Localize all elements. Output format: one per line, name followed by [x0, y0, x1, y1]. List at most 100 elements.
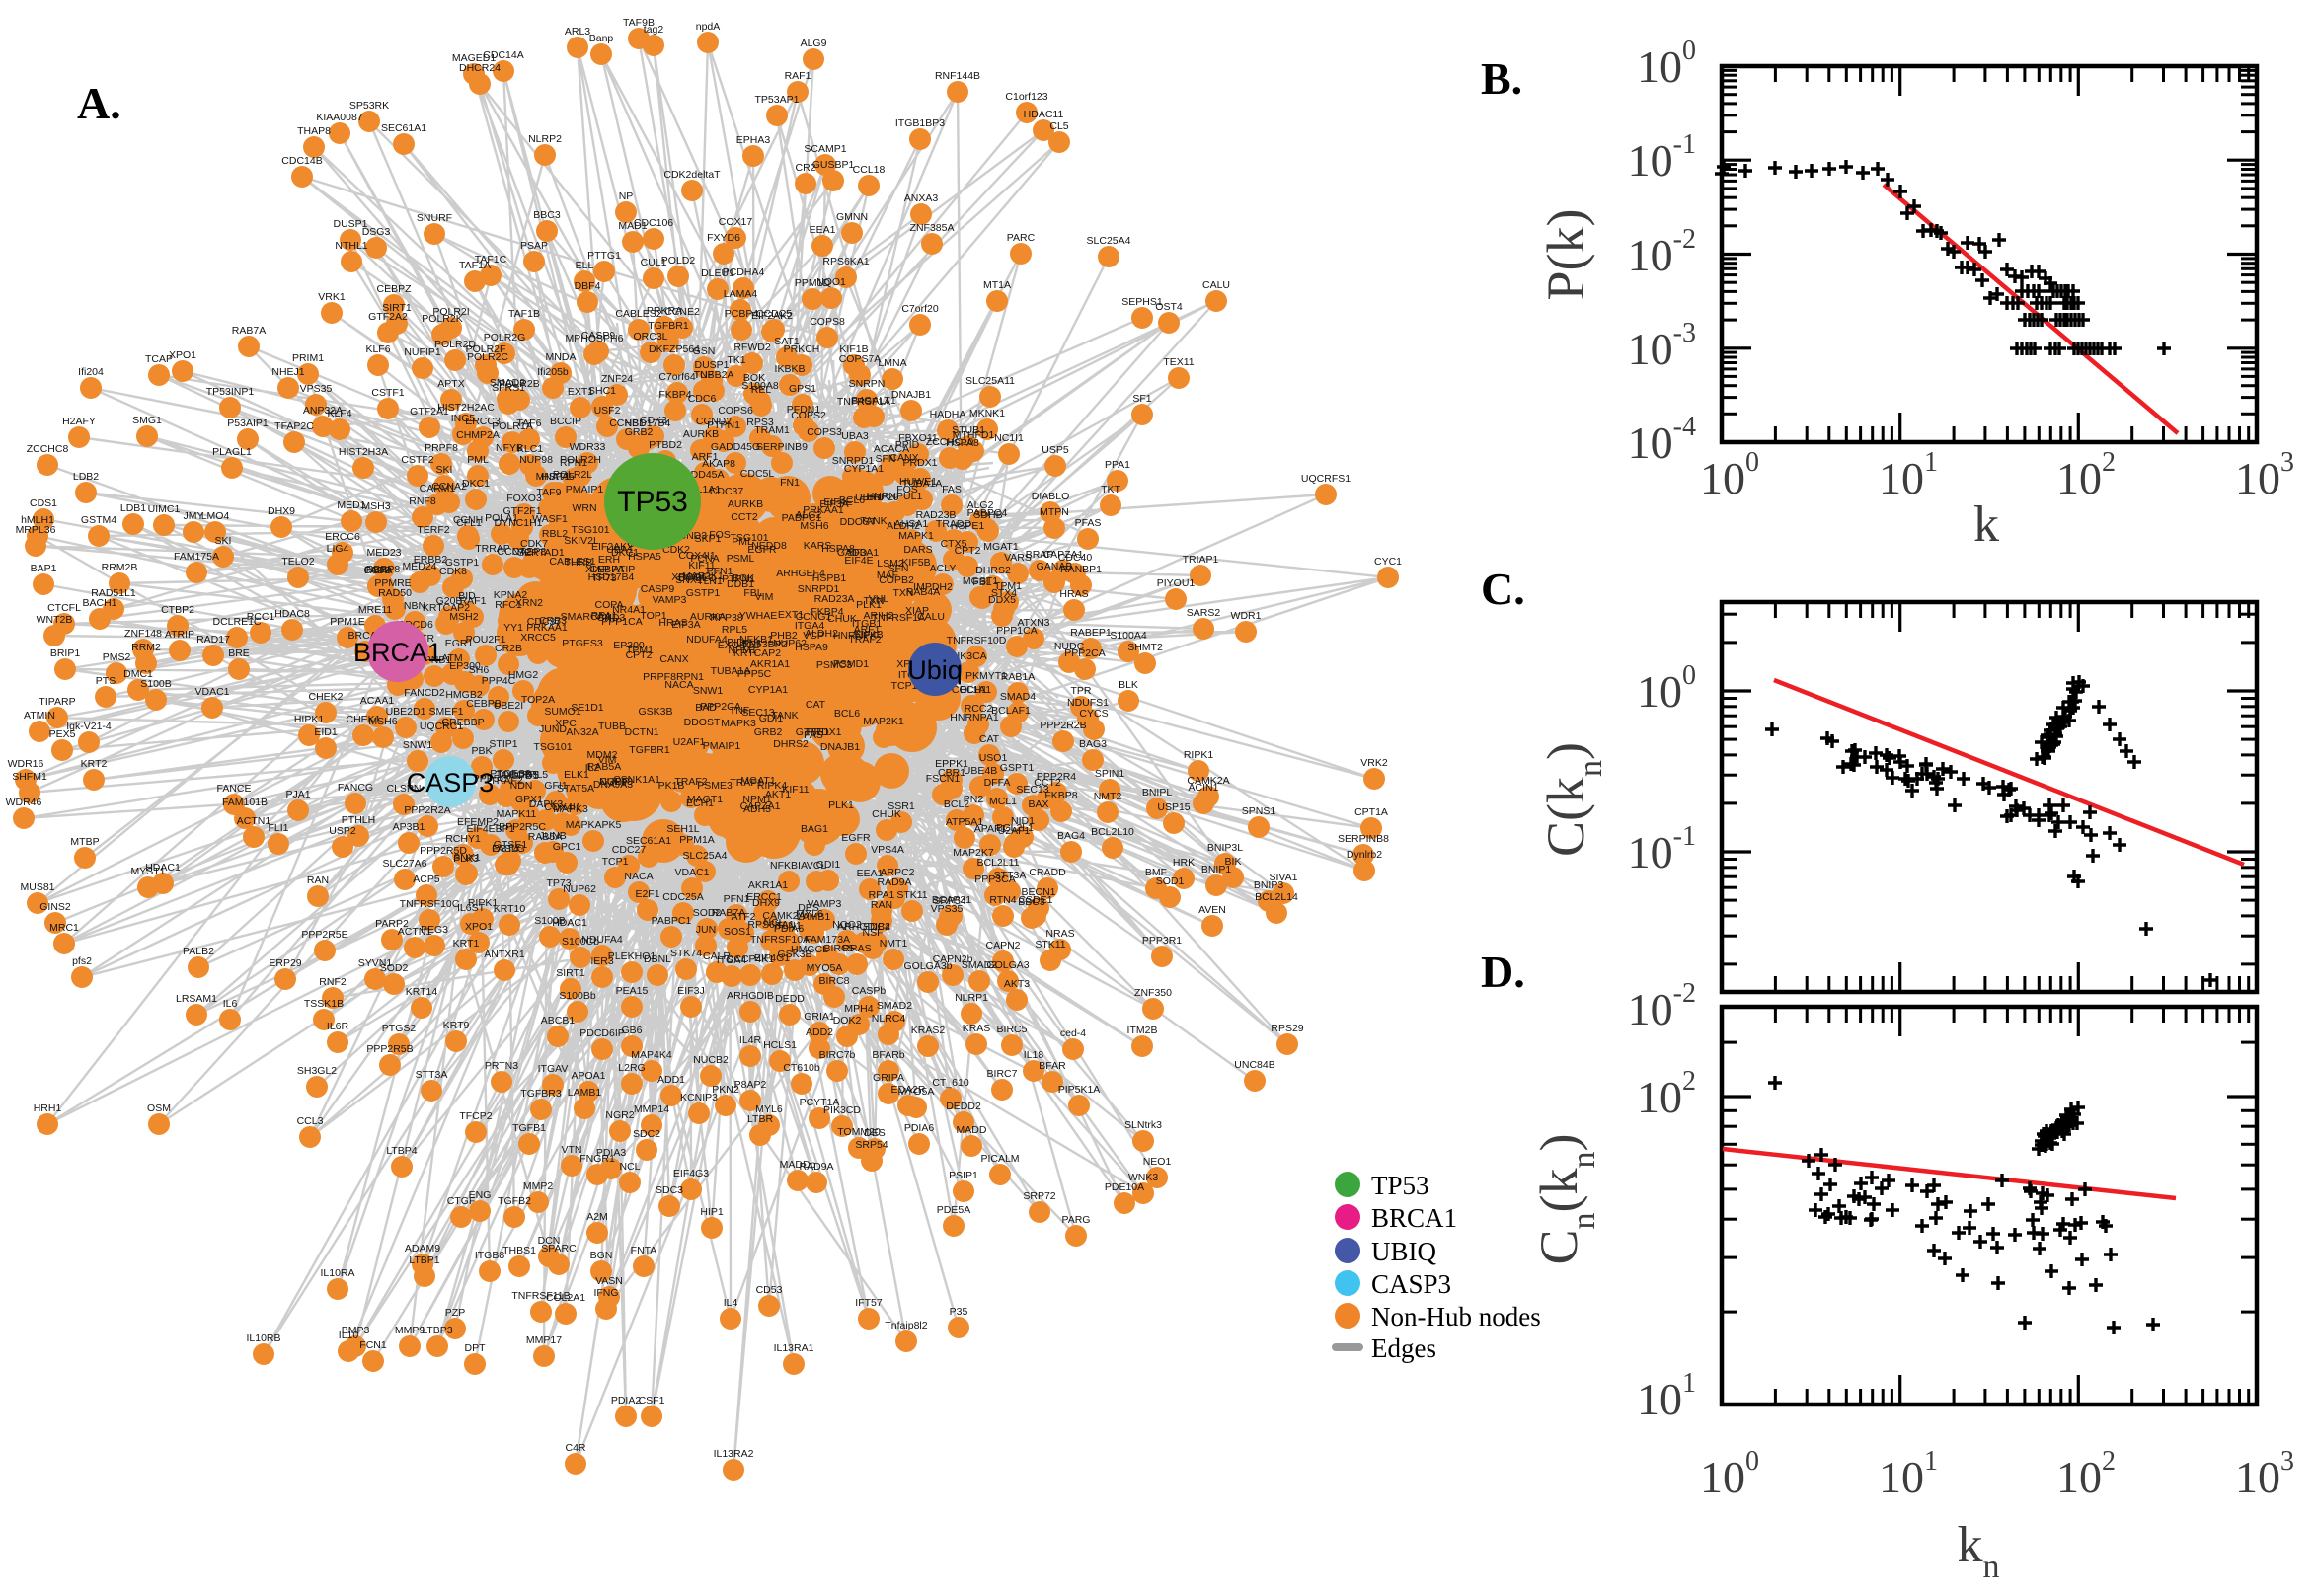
svg-text:S100A4: S100A4 [1110, 630, 1147, 642]
svg-text:MNDA: MNDA [546, 351, 577, 363]
svg-text:EIF4G1: EIF4G1 [754, 952, 790, 964]
svg-text:PPP1CA: PPP1CA [601, 616, 642, 628]
svg-text:TP73: TP73 [591, 572, 616, 584]
svg-text:GADD: GADD [837, 547, 868, 559]
svg-text:Ubiq: Ubiq [907, 655, 963, 685]
svg-text:TXN: TXN [893, 587, 914, 599]
svg-text:ZCCHC10: ZCCHC10 [926, 436, 974, 448]
svg-text:TEX11: TEX11 [1163, 356, 1194, 368]
svg-text:PDIA3: PDIA3 [596, 1147, 627, 1159]
svg-text:TCP1: TCP1 [891, 680, 918, 692]
svg-text:UBE2I: UBE2I [494, 700, 523, 712]
svg-text:MED24: MED24 [402, 561, 436, 572]
svg-text:SRP54: SRP54 [855, 1139, 888, 1151]
svg-text:DFFA: DFFA [984, 777, 1011, 789]
svg-text:COPB2: COPB2 [879, 574, 914, 586]
svg-text:JMY: JMY [184, 510, 204, 522]
svg-text:ALDH2: ALDH2 [805, 628, 838, 640]
svg-text:CANX: CANX [659, 653, 688, 665]
svg-text:APAF1: APAF1 [974, 823, 1007, 835]
svg-text:HDAC11: HDAC11 [1024, 109, 1064, 120]
svg-text:A.: A. [77, 78, 121, 128]
svg-text:DCLRE1C: DCLRE1C [212, 616, 261, 628]
svg-text:HMGB2: HMGB2 [445, 689, 483, 701]
svg-text:FAM101B: FAM101B [222, 797, 268, 808]
svg-text:CDC27: CDC27 [612, 844, 647, 856]
svg-text:COX17: COX17 [719, 216, 753, 228]
svg-text:PDCD6IP: PDCD6IP [579, 1027, 625, 1039]
svg-text:CAPN2b: CAPN2b [933, 953, 973, 965]
svg-text:BRCA1: BRCA1 [1371, 1203, 1457, 1233]
svg-text:UBE2D1: UBE2D1 [386, 706, 426, 718]
svg-text:SMEF1: SMEF1 [428, 706, 463, 718]
svg-text:BFAR: BFAR [1039, 1060, 1066, 1072]
svg-text:TRAF2: TRAF2 [674, 776, 707, 788]
svg-text:XRN2: XRN2 [515, 597, 543, 609]
svg-text:SNX1: SNX1 [453, 852, 481, 864]
svg-text:PLK1: PLK1 [856, 599, 882, 611]
svg-text:PBK: PBK [471, 745, 492, 757]
svg-text:ENG: ENG [469, 1189, 492, 1201]
svg-text:IL4R: IL4R [739, 1034, 762, 1046]
svg-text:TK1: TK1 [727, 354, 745, 366]
svg-text:PDE10A: PDE10A [1105, 1181, 1144, 1193]
svg-text:MSH6: MSH6 [368, 716, 397, 727]
svg-text:RPA1: RPA1 [869, 889, 895, 901]
svg-text:ADD1: ADD1 [657, 1074, 685, 1086]
svg-text:STK11: STK11 [1035, 939, 1065, 950]
svg-text:FAS: FAS [804, 729, 823, 741]
svg-text:USP2: USP2 [329, 825, 356, 837]
svg-text:TAF1C: TAF1C [475, 254, 507, 266]
svg-text:APOA1: APOA1 [571, 1070, 605, 1082]
svg-text:PDIA2: PDIA2 [611, 1395, 642, 1406]
svg-text:SFN: SFN [876, 453, 896, 465]
svg-text:NUP98: NUP98 [599, 776, 633, 788]
svg-text:ELL: ELL [576, 260, 594, 271]
svg-text:MAP4K4: MAP4K4 [631, 1049, 672, 1061]
svg-text:KRAS2: KRAS2 [911, 1025, 946, 1036]
svg-text:EIF4B: EIF4B [854, 629, 883, 641]
svg-text:HCLS1: HCLS1 [763, 1039, 797, 1051]
svg-text:PEX5: PEX5 [49, 728, 76, 740]
svg-text:STK74: STK74 [670, 948, 702, 959]
svg-text:EGFR: EGFR [841, 832, 871, 844]
svg-text:NDUFA4: NDUFA4 [686, 634, 728, 646]
svg-text:CTGF: CTGF [447, 1195, 476, 1207]
svg-text:RAN: RAN [871, 899, 892, 911]
svg-text:NSF: NSF [863, 927, 884, 939]
svg-text:BOK: BOK [733, 572, 754, 584]
svg-text:STT3A: STT3A [416, 1069, 448, 1081]
svg-text:EDA2R: EDA2R [890, 1084, 925, 1096]
svg-text:DNAJA3: DNAJA3 [593, 779, 633, 791]
svg-text:HIST2H2AC: HIST2H2AC [437, 402, 495, 414]
svg-text:USO1: USO1 [979, 752, 1008, 764]
svg-text:WRN: WRN [572, 502, 596, 514]
svg-text:HIST2H3A: HIST2H3A [339, 446, 388, 458]
svg-text:JUN: JUN [696, 924, 716, 936]
svg-text:PLEKHO1: PLEKHO1 [608, 950, 656, 962]
svg-text:NPM1: NPM1 [742, 794, 771, 805]
svg-text:SUMO1: SUMO1 [544, 706, 581, 718]
svg-text:IL6ST: IL6ST [457, 902, 486, 914]
svg-text:FANCG: FANCG [338, 782, 373, 794]
svg-text:TSG101: TSG101 [533, 741, 572, 753]
svg-text:SNRPN: SNRPN [849, 378, 886, 390]
svg-text:NUP62: NUP62 [773, 638, 807, 649]
svg-text:RRM2B: RRM2B [102, 562, 138, 573]
svg-text:PRPF8: PRPF8 [643, 671, 676, 683]
svg-text:ALDH2: ALDH2 [887, 520, 920, 532]
svg-text:DDX5: DDX5 [988, 594, 1016, 606]
svg-text:TNF: TNF [694, 369, 714, 381]
svg-text:ARPC2: ARPC2 [880, 867, 914, 878]
svg-text:KRT1: KRT1 [453, 938, 480, 950]
svg-text:NCL: NCL [763, 917, 784, 929]
svg-text:JUND: JUND [539, 723, 567, 735]
svg-text:RNF8: RNF8 [409, 495, 436, 507]
svg-text:BAD: BAD [695, 702, 717, 714]
svg-text:MMP2: MMP2 [523, 1180, 553, 1192]
svg-text:LRSAM1: LRSAM1 [176, 993, 217, 1005]
svg-text:MGAT1: MGAT1 [740, 775, 776, 787]
svg-text:TP73: TP73 [546, 877, 571, 889]
svg-text:Igk-V21-4: Igk-V21-4 [66, 721, 112, 732]
svg-text:PPM1E: PPM1E [330, 616, 365, 628]
